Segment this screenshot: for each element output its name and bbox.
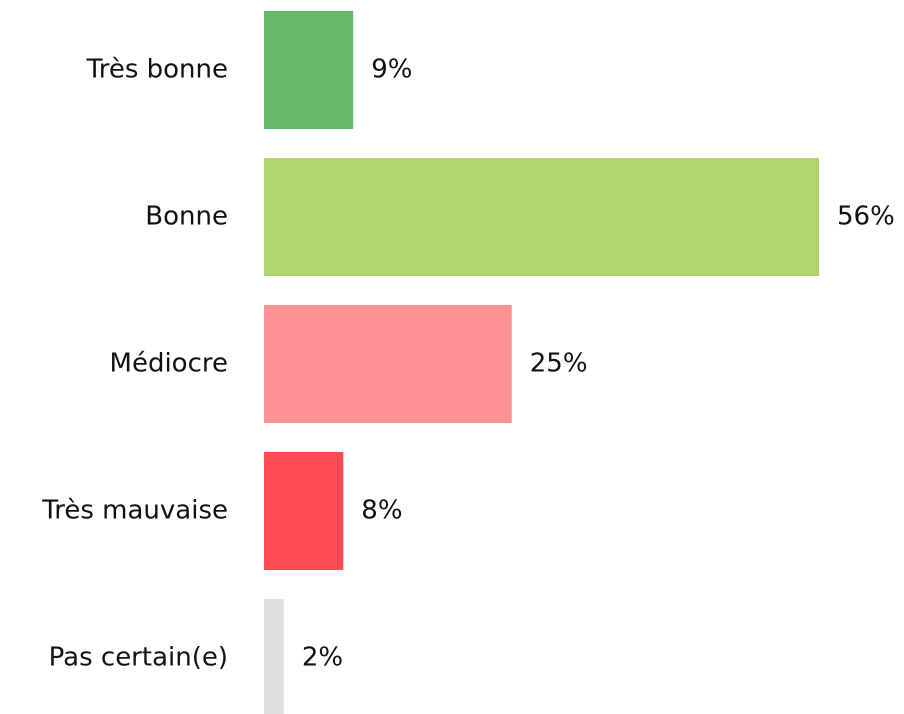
category-label: Bonne [145,202,228,232]
value-label: 2% [302,643,343,673]
bar [264,11,354,129]
bar [264,452,344,570]
category-label: Très mauvaise [41,496,228,526]
bar [264,599,284,714]
value-label: 25% [530,349,588,379]
bar [264,305,512,423]
value-label: 56% [837,202,895,232]
value-label: 9% [371,55,412,85]
value-label: 8% [361,496,402,526]
category-label: Très bonne [86,55,228,85]
category-label: Pas certain(e) [49,643,228,673]
bar [264,158,819,276]
category-label: Médiocre [110,349,228,379]
